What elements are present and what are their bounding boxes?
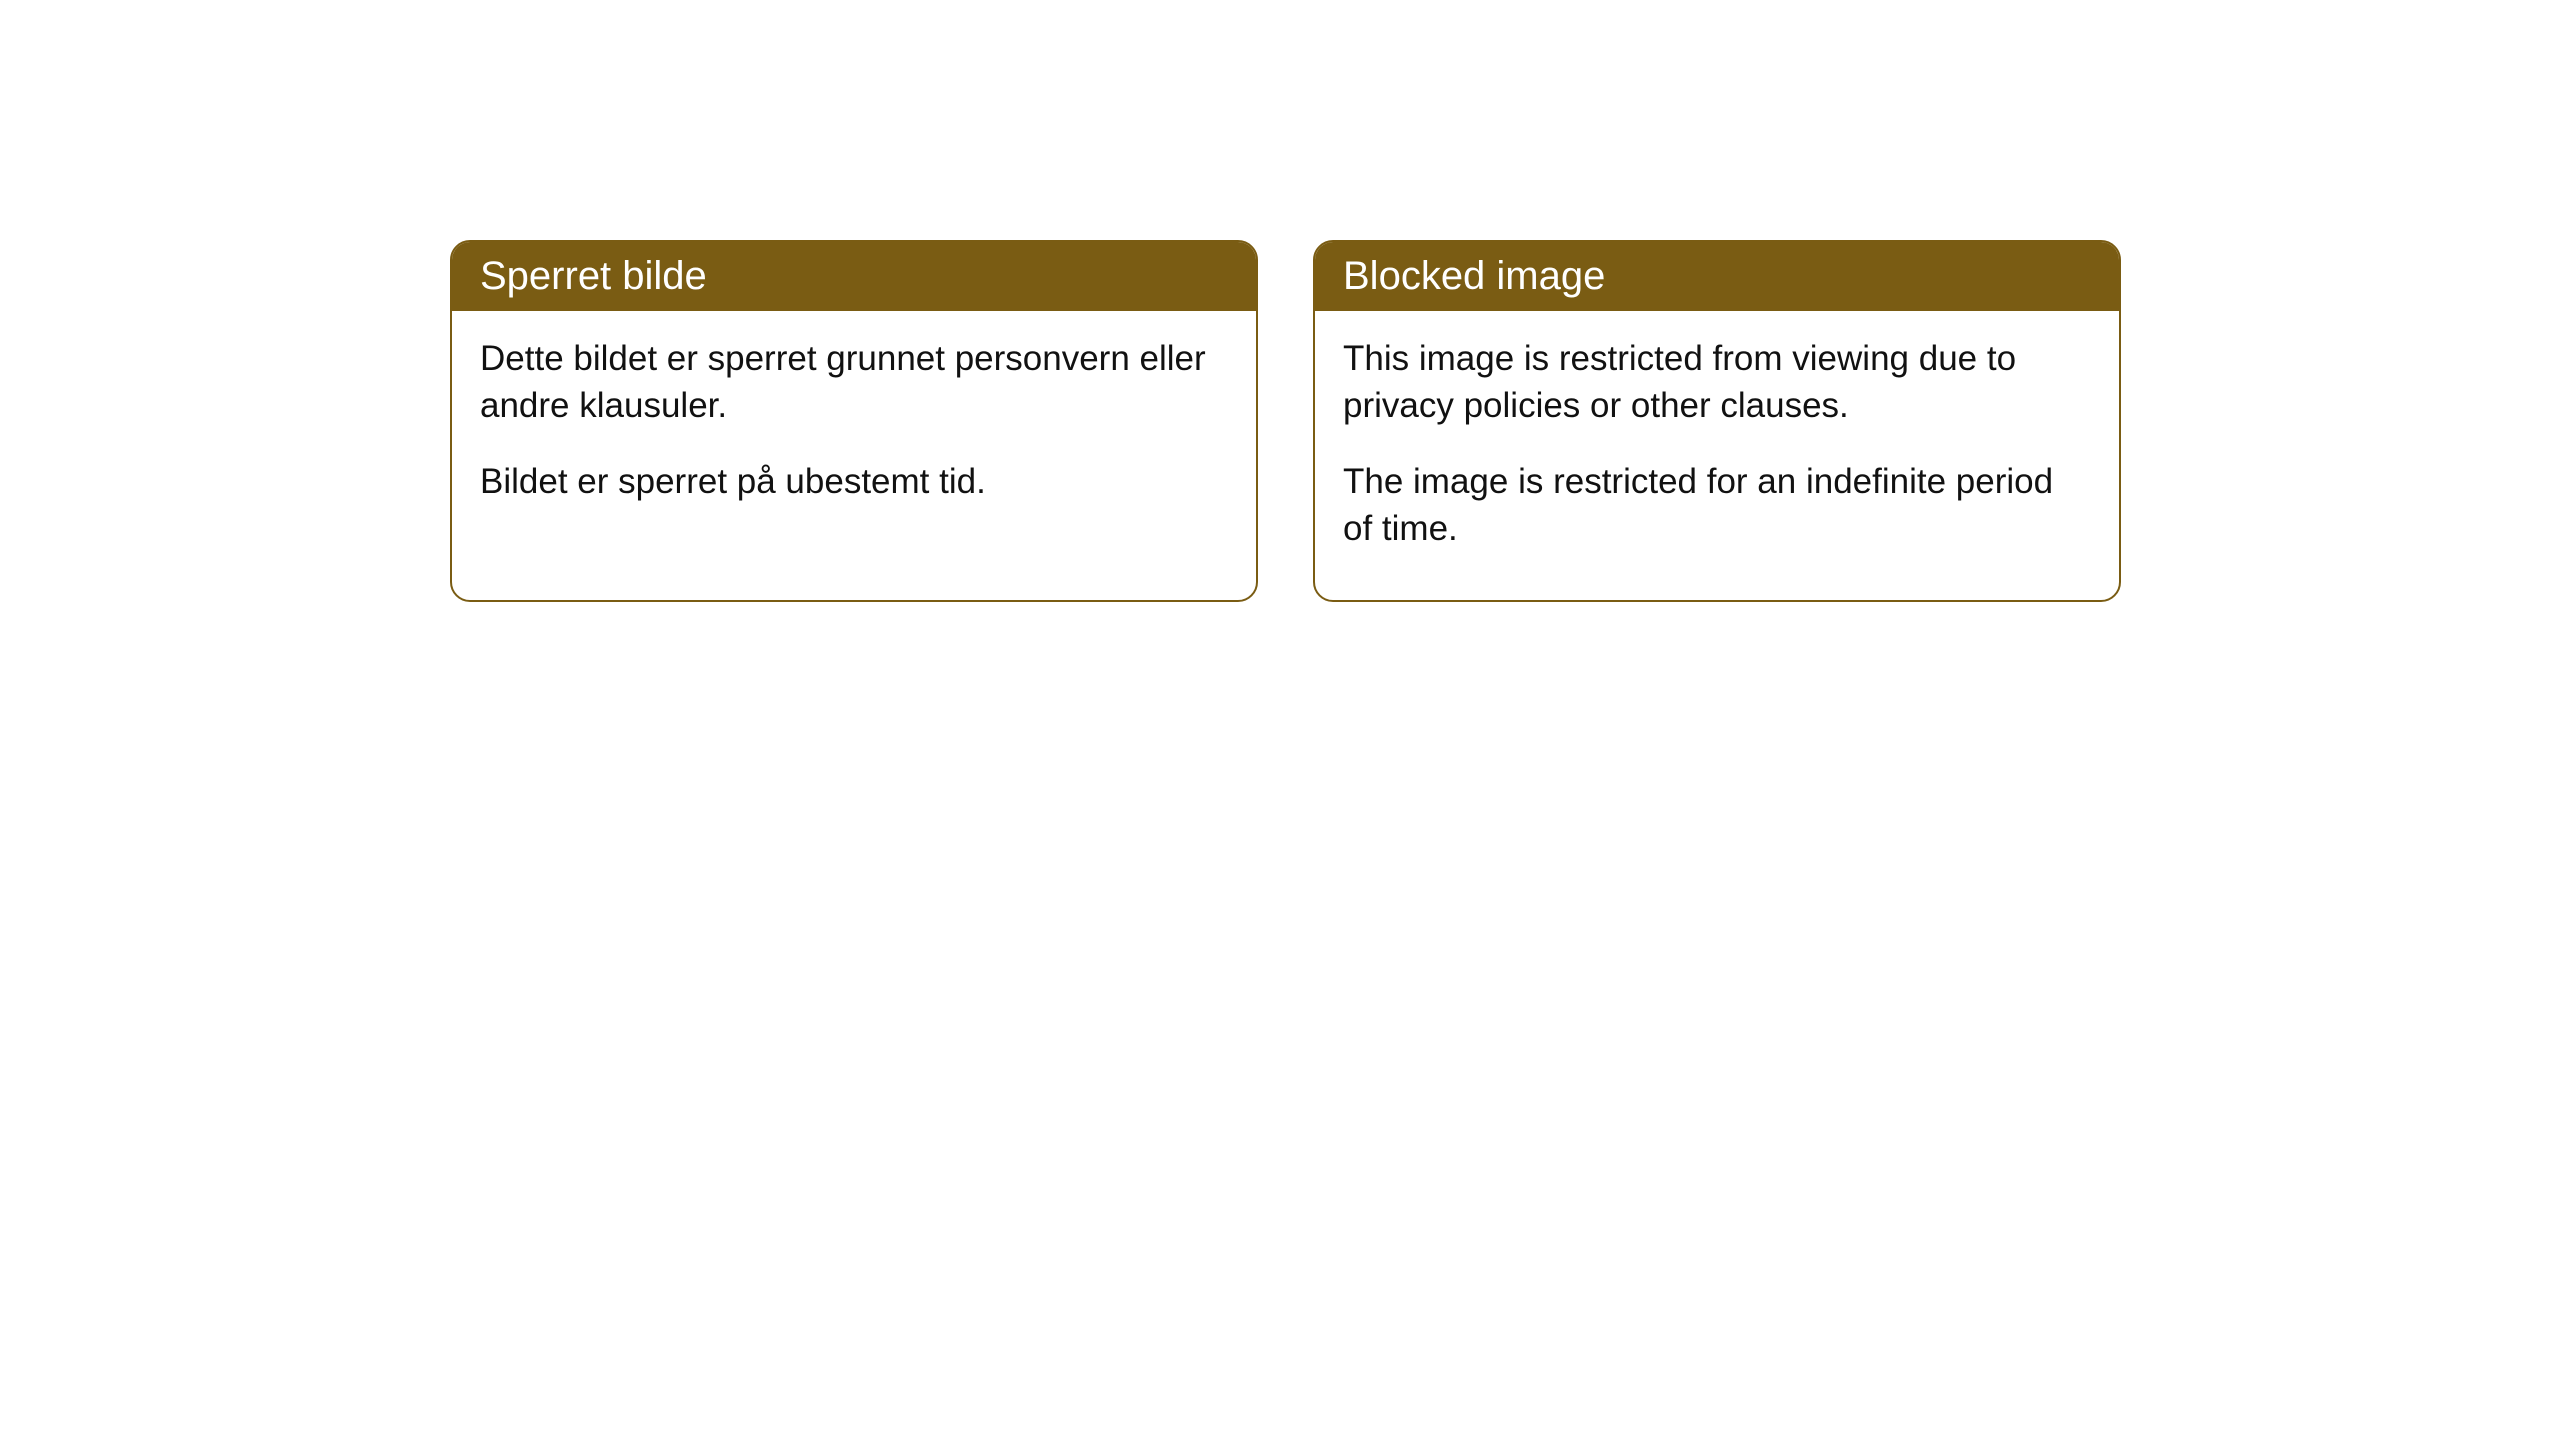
card-norwegian: Sperret bilde Dette bildet er sperret gr… [450,240,1258,602]
card-paragraph: Dette bildet er sperret grunnet personve… [480,335,1228,430]
card-body: This image is restricted from viewing du… [1315,311,2119,600]
card-paragraph: Bildet er sperret på ubestemt tid. [480,458,1228,505]
card-paragraph: This image is restricted from viewing du… [1343,335,2091,430]
card-english: Blocked image This image is restricted f… [1313,240,2121,602]
card-container: Sperret bilde Dette bildet er sperret gr… [450,240,2121,602]
card-paragraph: The image is restricted for an indefinit… [1343,458,2091,553]
card-title: Sperret bilde [452,242,1256,311]
card-title: Blocked image [1315,242,2119,311]
card-body: Dette bildet er sperret grunnet personve… [452,311,1256,553]
